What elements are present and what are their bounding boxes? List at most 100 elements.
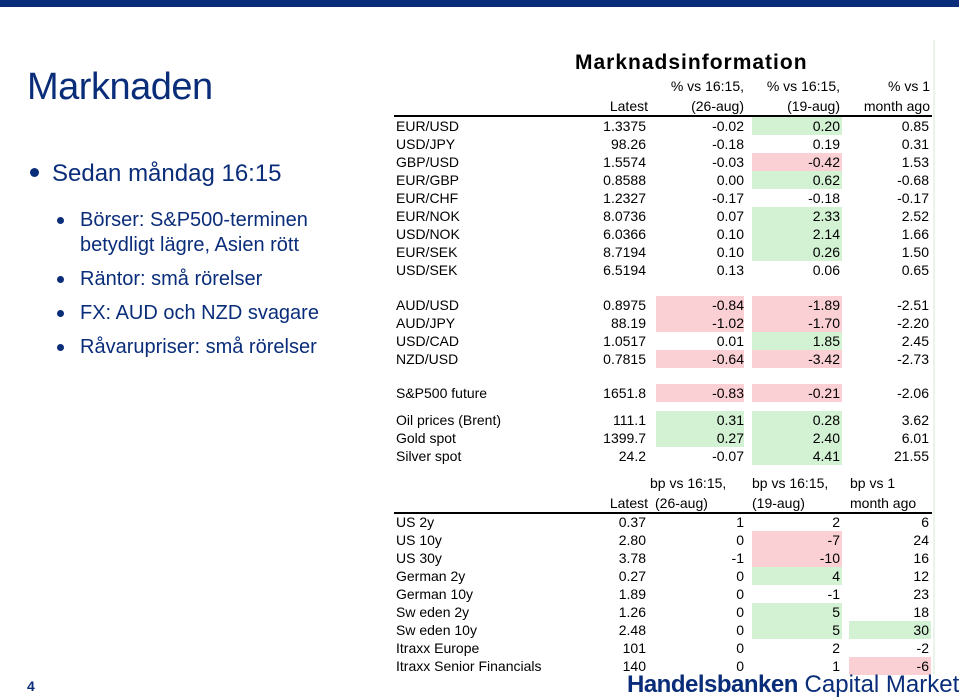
cell-change-2: 2.33 [752,207,842,225]
cell-change-3: 24 [913,532,929,548]
cell-change-1: 0 [736,622,744,638]
logo-rest-text: Capital Markets [797,671,959,698]
table-row: S&P500 future 1651.8 -0.83 -0.21 -2.06 [394,384,932,402]
bullet-item: Räntor: små rörelser [30,267,375,292]
bp-header-c3-line2: (19-aug) [752,495,805,511]
table-row: US 2y 0.37 1 2 6 [394,513,932,531]
page-title: Marknaden [27,66,213,108]
row-label: AUD/USD [396,297,460,313]
cell-change-3: 0.85 [901,118,929,134]
cell-change-3: -0.17 [897,190,929,206]
table-row: Gold spot 1399.7 0.27 2.40 6.01 [394,429,932,447]
cell-change-2: -0.18 [808,190,840,206]
table-row: EUR/GBP 0.8588 0.00 0.62 -0.68 [394,171,932,189]
bullet-item: Råvarupriser: små rörelser [30,335,375,360]
pct-header-rule [394,115,932,117]
cell-latest: 6.0366 [603,226,646,242]
table-row: AUD/USD 0.8975 -0.84 -1.89 -2.51 [394,296,932,314]
cell-change-2: 0.19 [812,136,840,152]
row-label: Itraxx Senior Financials [396,658,542,674]
bullet-list: Sedan måndag 16:15 Börser: S&P500-termin… [30,160,375,369]
cell-change-3: 2.52 [901,208,929,224]
cell-change-3: 30 [849,621,931,639]
row-label: Itraxx Europe [396,640,480,656]
table-row: USD/SEK 6.5194 0.13 0.06 0.65 [394,261,932,279]
cell-change-1: 0.10 [716,244,744,260]
cell-change-3: -0.68 [897,172,929,188]
cell-latest: 2.48 [618,622,646,638]
bp-header-c3-line1: bp vs 16:15, [752,475,829,491]
cell-change-3: -2.06 [897,385,929,401]
table-row: Itraxx Senior Financials 140 0 1 -6 [394,657,932,675]
row-label: USD/CAD [396,333,460,349]
bp-header-c2-line1: bp vs 16:15, [650,475,727,491]
cell-change-3: 6.01 [901,430,929,446]
pct-header-c2-line2: (26-aug) [691,98,744,114]
cell-latest: 1.2327 [603,190,646,206]
cell-change-1: -0.07 [712,448,744,464]
frame-line [933,40,935,674]
row-label: EUR/CHF [396,190,459,206]
cell-change-1: 0.13 [716,262,744,278]
bp-header-c4-line2: month ago [850,495,917,511]
cell-change-1: 0.01 [716,333,744,349]
cell-change-1: -1.02 [656,314,744,332]
bp-header-rule [394,512,932,514]
row-label: USD/NOK [396,226,460,242]
cell-latest: 1.89 [618,586,646,602]
cell-change-3: 1.66 [901,226,929,242]
cell-change-3: 12 [913,568,929,584]
cell-change-3: 1.53 [901,154,929,170]
row-label: EUR/GBP [396,172,460,188]
cell-latest: 1.5574 [603,154,646,170]
bp-header-latest: Latest [609,495,648,511]
table-row: GBP/USD 1.5574 -0.03 -0.42 1.53 [394,153,932,171]
cell-change-3: -2 [916,640,929,656]
cell-change-3: -2.20 [897,315,929,331]
pct-header-c4-line2: month ago [863,98,930,114]
row-label: EUR/USD [396,118,460,134]
table-row: EUR/USD 1.3375 -0.02 0.20 0.85 [394,117,932,135]
cell-latest: 111.1 [613,412,646,428]
cell-change-2: -7 [752,531,842,549]
table-row: German 2y 0.27 0 4 12 [394,567,932,585]
cell-latest: 0.8588 [603,172,646,188]
cell-change-3: 0.65 [901,262,929,278]
cell-change-2: -1.89 [752,296,842,314]
cell-change-1: 0 [736,568,744,584]
cell-change-1: -1 [731,550,744,566]
cell-latest: 140 [622,658,646,674]
cell-latest: 98.26 [610,136,646,152]
cell-change-1: 0 [736,640,744,656]
row-label: Oil prices (Brent) [396,412,502,428]
cell-latest: 1399.7 [603,430,646,446]
cell-change-3: 2.45 [901,333,929,349]
cell-change-2: 0.62 [752,171,842,189]
table-row: Silver spot 24.2 -0.07 4.41 21.55 [394,447,932,465]
row-label: EUR/NOK [396,208,460,224]
pct-header-c3-line1: % vs 16:15, [766,78,840,94]
cell-change-1: 0 [736,658,744,674]
table-row: AUD/JPY 88.19 -1.02 -1.70 -2.20 [394,314,932,332]
cell-change-2: 2 [832,514,840,530]
cell-change-3: -2.73 [897,351,929,367]
cell-latest: 8.0736 [603,208,646,224]
cell-latest: 2.80 [618,532,646,548]
cell-change-2: 4 [752,567,842,585]
cell-latest: 0.8975 [603,297,646,313]
bullet-item: Börser: S&P500-terminen betydligt lägre,… [30,208,375,258]
pct-header-c3-line2: (19-aug) [787,98,840,114]
cell-change-2: -3.42 [752,350,842,368]
cell-change-3: 6 [921,514,929,530]
cell-latest: 1.0517 [603,333,646,349]
cell-change-1: 0 [736,586,744,602]
cell-change-1: 0 [736,532,744,548]
bullet-main: Sedan måndag 16:15 [30,160,375,188]
row-label: German 10y [396,586,474,602]
cell-change-1: -0.83 [656,384,744,402]
cell-change-2: 2.14 [752,225,842,243]
table-row: EUR/CHF 1.2327 -0.17 -0.18 -0.17 [394,189,932,207]
cell-change-2: 2 [832,640,840,656]
pct-header-c2-line1: % vs 16:15, [670,78,744,94]
cell-change-1: 0.07 [716,208,744,224]
